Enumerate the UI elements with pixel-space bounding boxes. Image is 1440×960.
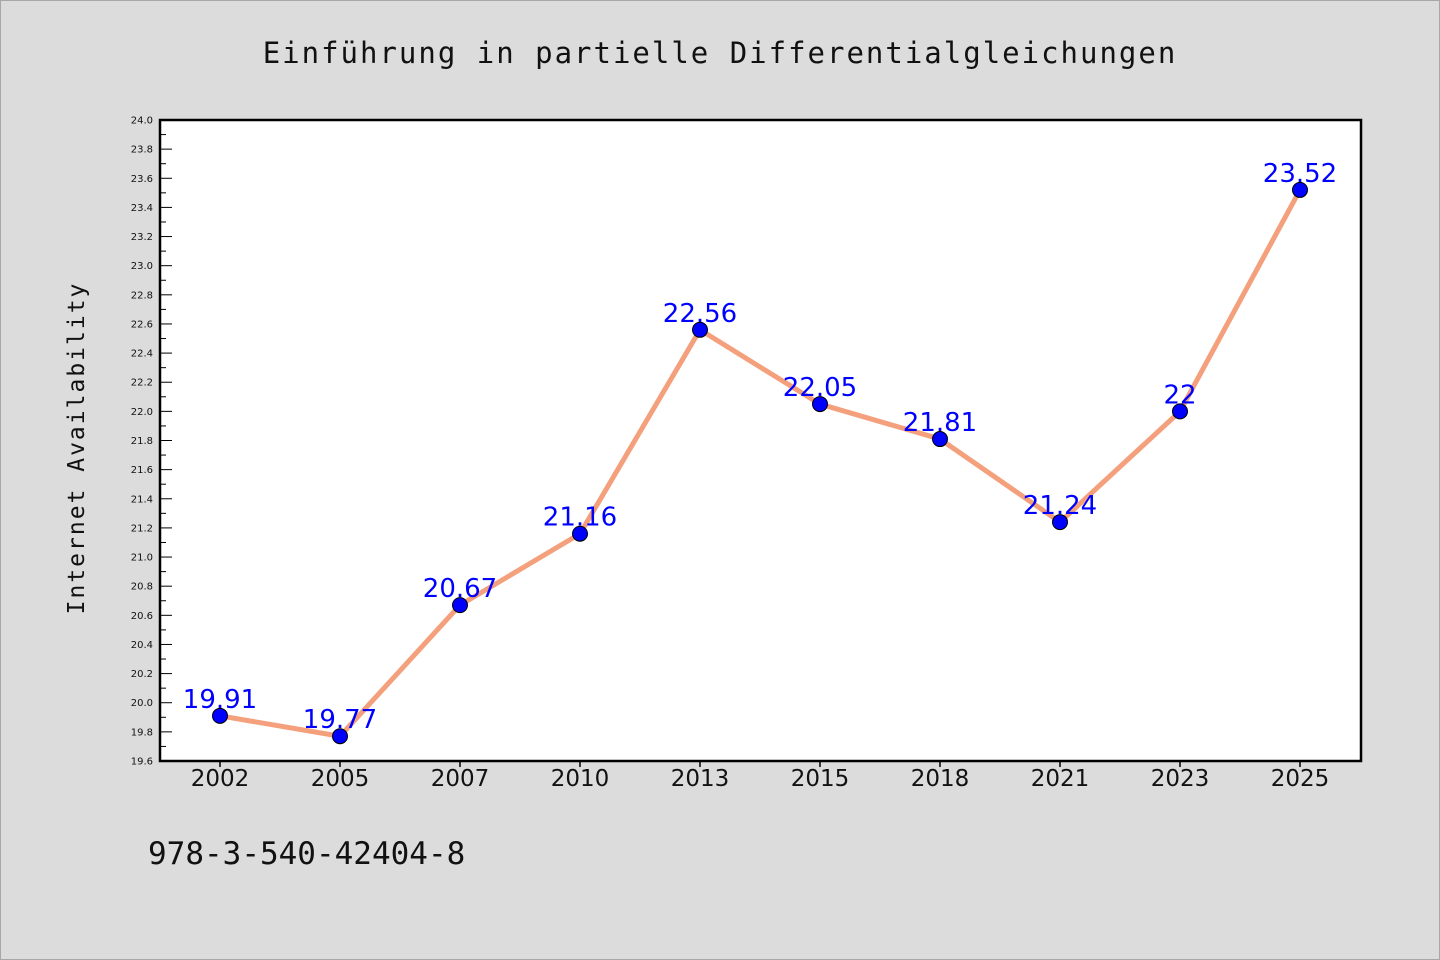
y-tick-label: 20.0 — [131, 698, 153, 709]
y-tick-label: 20.2 — [131, 669, 153, 680]
y-tick-label: 21.4 — [131, 494, 153, 505]
data-point — [572, 525, 588, 542]
y-tick-label: 23.8 — [131, 145, 153, 156]
y-tick-label: 19.6 — [131, 757, 153, 768]
y-tick-label: 21.0 — [131, 553, 153, 564]
x-tick-label: 2018 — [911, 766, 970, 792]
y-tick-label: 24.0 — [131, 116, 153, 127]
data-label: 19.77 — [303, 705, 377, 735]
data-label: 22.56 — [663, 299, 737, 329]
y-tick-label: 20.6 — [131, 611, 153, 622]
x-tick-label: 2023 — [1151, 766, 1210, 792]
data-point — [332, 728, 348, 745]
data-label: 23.52 — [1263, 159, 1337, 189]
y-tick-label: 23.6 — [131, 174, 153, 185]
data-point — [1172, 403, 1188, 420]
y-tick-label: 22.2 — [131, 378, 153, 389]
data-label: 22 — [1163, 380, 1196, 410]
y-tick-label: 19.8 — [131, 727, 153, 738]
plot-area — [158, 118, 1363, 763]
y-tick-label: 22.8 — [131, 290, 153, 301]
x-tick-label: 2025 — [1271, 766, 1330, 792]
data-label: 21.24 — [1023, 491, 1097, 521]
x-tick-label: 2007 — [431, 766, 490, 792]
chart-title: Einführung in partielle Differentialglei… — [263, 36, 1178, 70]
data-label: 21.16 — [543, 503, 617, 533]
x-tick-label: 2010 — [551, 766, 610, 792]
data-point — [692, 321, 708, 338]
data-point — [932, 431, 948, 448]
data-point — [1052, 514, 1068, 531]
data-label: 21.81 — [903, 408, 977, 438]
x-tick-label: 2013 — [671, 766, 730, 792]
data-point — [1292, 181, 1308, 198]
data-label: 20.67 — [423, 574, 497, 604]
x-tick-label: 2002 — [191, 766, 250, 792]
data-point — [812, 396, 828, 413]
y-tick-label: 21.6 — [131, 465, 153, 476]
y-tick-label: 22.6 — [131, 319, 153, 330]
y-tick-label: 21.8 — [131, 436, 153, 447]
y-tick-label: 21.2 — [131, 523, 153, 534]
y-tick-label: 20.8 — [131, 582, 153, 593]
x-axis: 2002 2005 2007 2010 2013 2015 2018 2021 2023 2025 — [191, 761, 1330, 792]
y-tick-label: 23.2 — [131, 232, 153, 243]
x-tick-label: 2015 — [791, 766, 850, 792]
y-tick-label: 23.0 — [131, 261, 153, 272]
y-axis-label: Internet Availability — [64, 282, 90, 615]
y-axis: 19.6 19.8 20.0 20.2 20.4 20.6 20.8 21.0 21.2 21.4… — [131, 116, 172, 768]
data-markers — [212, 181, 1308, 745]
series-line — [217, 187, 1303, 739]
y-tick-label: 22.0 — [131, 407, 153, 418]
x-tick-label: 2005 — [311, 766, 370, 792]
y-tick-label: 20.4 — [131, 640, 153, 651]
data-point — [212, 707, 228, 724]
isbn-footer: 978-3-540-42404-8 — [148, 836, 465, 872]
y-tick-label: 23.4 — [131, 203, 153, 214]
data-labels: 19.91 19.77 20.67 21.16 22.56 22.05 21.81 21.24… — [183, 159, 1337, 735]
data-label: 22.05 — [783, 373, 857, 403]
y-tick-label: 22.4 — [131, 349, 153, 360]
x-tick-label: 2021 — [1031, 766, 1090, 792]
data-point — [452, 597, 468, 614]
data-label: 19.91 — [183, 685, 257, 715]
